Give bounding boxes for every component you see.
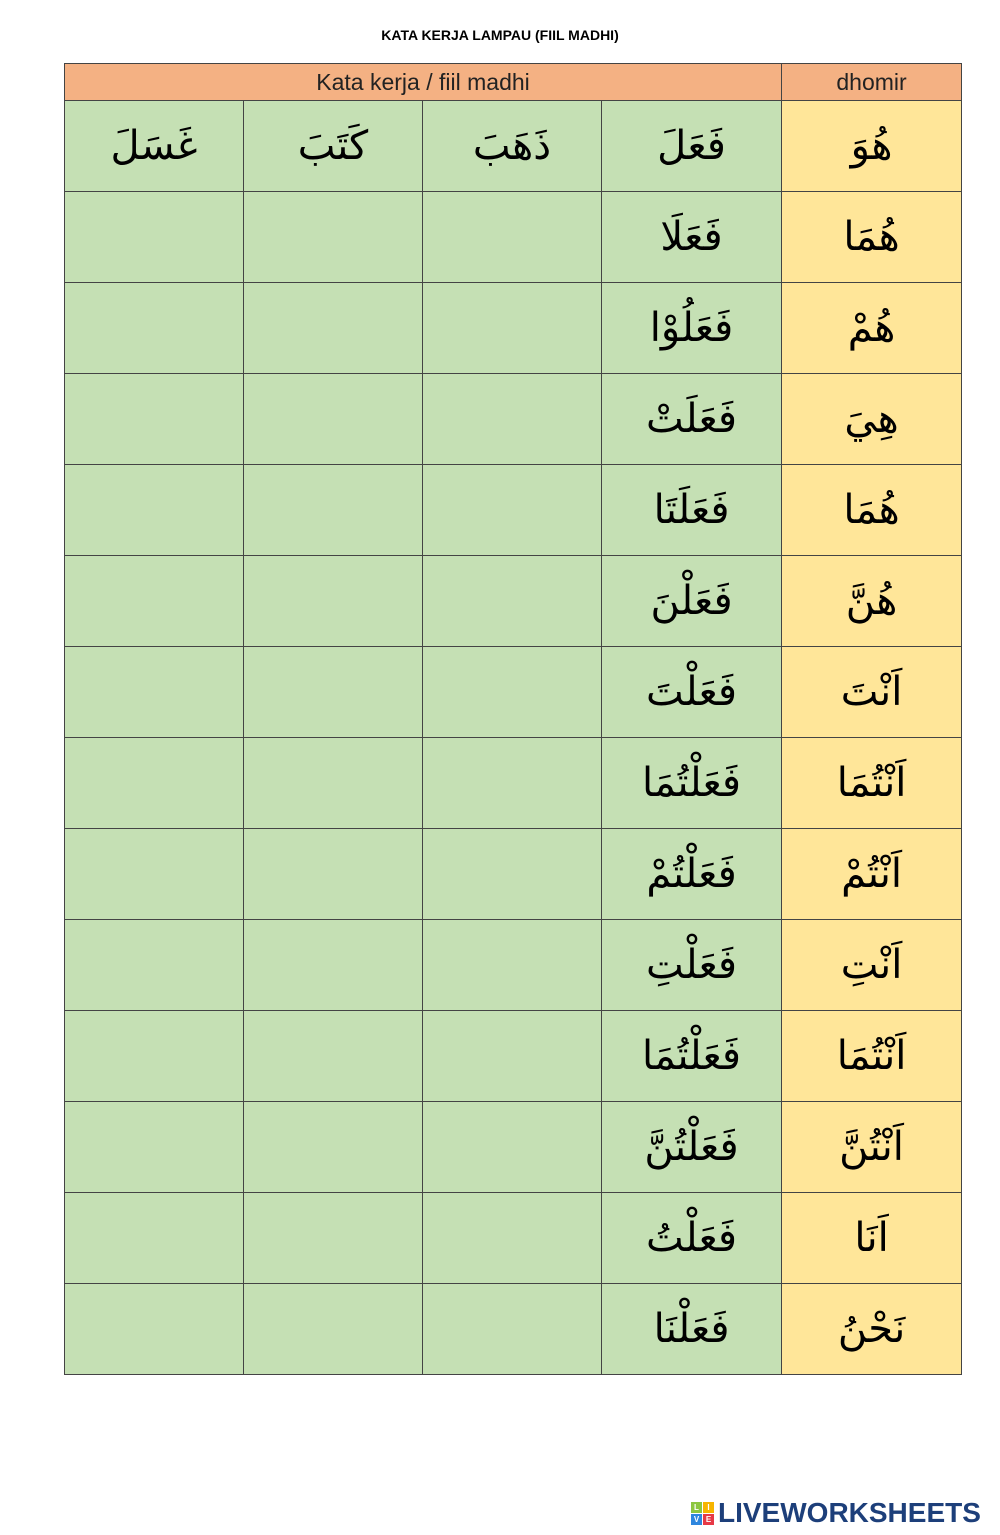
- verbs-header: Kata kerja / fiil madhi: [63, 63, 783, 101]
- answer-cell[interactable]: [422, 737, 602, 829]
- verb-cell: ذَهَبَ: [422, 100, 602, 192]
- verb-cell: كَتَبَ: [243, 100, 423, 192]
- fiil-cell: فَعَلْتُمَا: [600, 1010, 783, 1102]
- fiil-cell: فَعَلْنَا: [600, 1283, 783, 1375]
- dhomir-cell: هِيَ: [781, 373, 963, 465]
- page-title: KATA KERJA LAMPAU (FIIL MADHI): [381, 27, 619, 43]
- dhomir-header: dhomir: [781, 63, 963, 101]
- fiil-cell: فَعَلَ: [600, 100, 783, 192]
- answer-cell[interactable]: [64, 373, 244, 465]
- fiil-cell: فَعَلْنَ: [600, 555, 783, 647]
- verb-cell: غَسَلَ: [64, 100, 244, 192]
- answer-cell[interactable]: [64, 646, 244, 738]
- answer-cell[interactable]: [64, 282, 244, 374]
- table-row: فَعَلْتُمْ اَنْتُمْ: [64, 828, 963, 920]
- answer-cell[interactable]: [422, 1101, 602, 1193]
- fiil-cell: فَعَلْتُمْ: [600, 828, 783, 920]
- answer-cell[interactable]: [243, 191, 423, 283]
- answer-cell[interactable]: [243, 1283, 423, 1375]
- fiil-cell: فَعَلْتُ: [600, 1192, 783, 1284]
- table-row: فَعَلْنَا نَحْنُ: [64, 1283, 963, 1375]
- answer-cell[interactable]: [422, 282, 602, 374]
- fiil-cell: فَعَلَتَا: [600, 464, 783, 556]
- table-row: فَعَلْتُ اَنَا: [64, 1192, 963, 1284]
- fiil-cell: فَعَلْتُمَا: [600, 737, 783, 829]
- fiil-cell: فَعَلْتَ: [600, 646, 783, 738]
- dhomir-cell: اَنْتِ: [781, 919, 963, 1011]
- dhomir-cell: اَنْتُمَا: [781, 737, 963, 829]
- fiil-cell: فَعَلْتِ: [600, 919, 783, 1011]
- fiil-cell: فَعَلُوْا: [600, 282, 783, 374]
- dhomir-cell: اَنْتُنَّ: [781, 1101, 963, 1193]
- dhomir-cell: هُنَّ: [781, 555, 963, 647]
- answer-cell[interactable]: [422, 1283, 602, 1375]
- answer-cell[interactable]: [64, 1101, 244, 1193]
- answer-cell[interactable]: [243, 919, 423, 1011]
- fiil-cell: فَعَلْتُنَّ: [600, 1101, 783, 1193]
- answer-cell[interactable]: [422, 1192, 602, 1284]
- fiil-cell: فَعَلَا: [600, 191, 783, 283]
- answer-cell[interactable]: [243, 464, 423, 556]
- answer-cell[interactable]: [64, 464, 244, 556]
- dhomir-cell: هُمَا: [781, 191, 963, 283]
- fiil-cell: فَعَلَتْ: [600, 373, 783, 465]
- dhomir-cell: هُمَا: [781, 464, 963, 556]
- table-row: فَعَلْتِ اَنْتِ: [64, 919, 963, 1011]
- answer-cell[interactable]: [243, 737, 423, 829]
- answer-cell[interactable]: [64, 1283, 244, 1375]
- answer-cell[interactable]: [243, 1101, 423, 1193]
- table-row: فَعَلْتَ اَنْتَ: [64, 646, 963, 738]
- table-row: غَسَلَ كَتَبَ ذَهَبَ فَعَلَ هُوَ: [64, 100, 963, 192]
- verb-table: Kata kerja / fiil madhi dhomir غَسَلَ كَت…: [63, 63, 963, 1375]
- dhomir-cell: اَنْتُمَا: [781, 1010, 963, 1102]
- answer-cell[interactable]: [243, 646, 423, 738]
- dhomir-cell: اَنْتَ: [781, 646, 963, 738]
- answer-cell[interactable]: [64, 919, 244, 1011]
- table-row: فَعَلْتُمَا اَنْتُمَا: [64, 737, 963, 829]
- dhomir-cell: هُمْ: [781, 282, 963, 374]
- table-row: فَعَلَتَا هُمَا: [64, 464, 963, 556]
- answer-cell[interactable]: [64, 1010, 244, 1102]
- dhomir-cell: اَنَا: [781, 1192, 963, 1284]
- answer-cell[interactable]: [243, 282, 423, 374]
- answer-cell[interactable]: [243, 828, 423, 920]
- dhomir-cell: هُوَ: [781, 100, 963, 192]
- table-row: فَعَلْتُمَا اَنْتُمَا: [64, 1010, 963, 1102]
- table-row: فَعَلَا هُمَا: [64, 191, 963, 283]
- answer-cell[interactable]: [64, 737, 244, 829]
- answer-cell[interactable]: [422, 555, 602, 647]
- table-row: فَعَلَتْ هِيَ: [64, 373, 963, 465]
- answer-cell[interactable]: [243, 373, 423, 465]
- table-row: فَعَلْتُنَّ اَنْتُنَّ: [64, 1101, 963, 1193]
- answer-cell[interactable]: [422, 646, 602, 738]
- answer-cell[interactable]: [422, 191, 602, 283]
- answer-cell[interactable]: [243, 1010, 423, 1102]
- answer-cell[interactable]: [243, 555, 423, 647]
- header-row: Kata kerja / fiil madhi dhomir: [63, 63, 963, 101]
- answer-cell[interactable]: [422, 373, 602, 465]
- answer-cell[interactable]: [64, 555, 244, 647]
- answer-cell[interactable]: [64, 828, 244, 920]
- answer-cell[interactable]: [422, 464, 602, 556]
- answer-cell[interactable]: [64, 191, 244, 283]
- answer-cell[interactable]: [422, 919, 602, 1011]
- dhomir-cell: اَنْتُمْ: [781, 828, 963, 920]
- dhomir-cell: نَحْنُ: [781, 1283, 963, 1375]
- answer-cell[interactable]: [422, 1010, 602, 1102]
- logo-text: LIVEWORKSHEETS: [718, 1497, 981, 1528]
- answer-cell[interactable]: [243, 1192, 423, 1284]
- table-row: فَعَلُوْا هُمْ: [64, 282, 963, 374]
- answer-cell[interactable]: [422, 828, 602, 920]
- table-row: فَعَلْنَ هُنَّ: [64, 555, 963, 647]
- answer-cell[interactable]: [64, 1192, 244, 1284]
